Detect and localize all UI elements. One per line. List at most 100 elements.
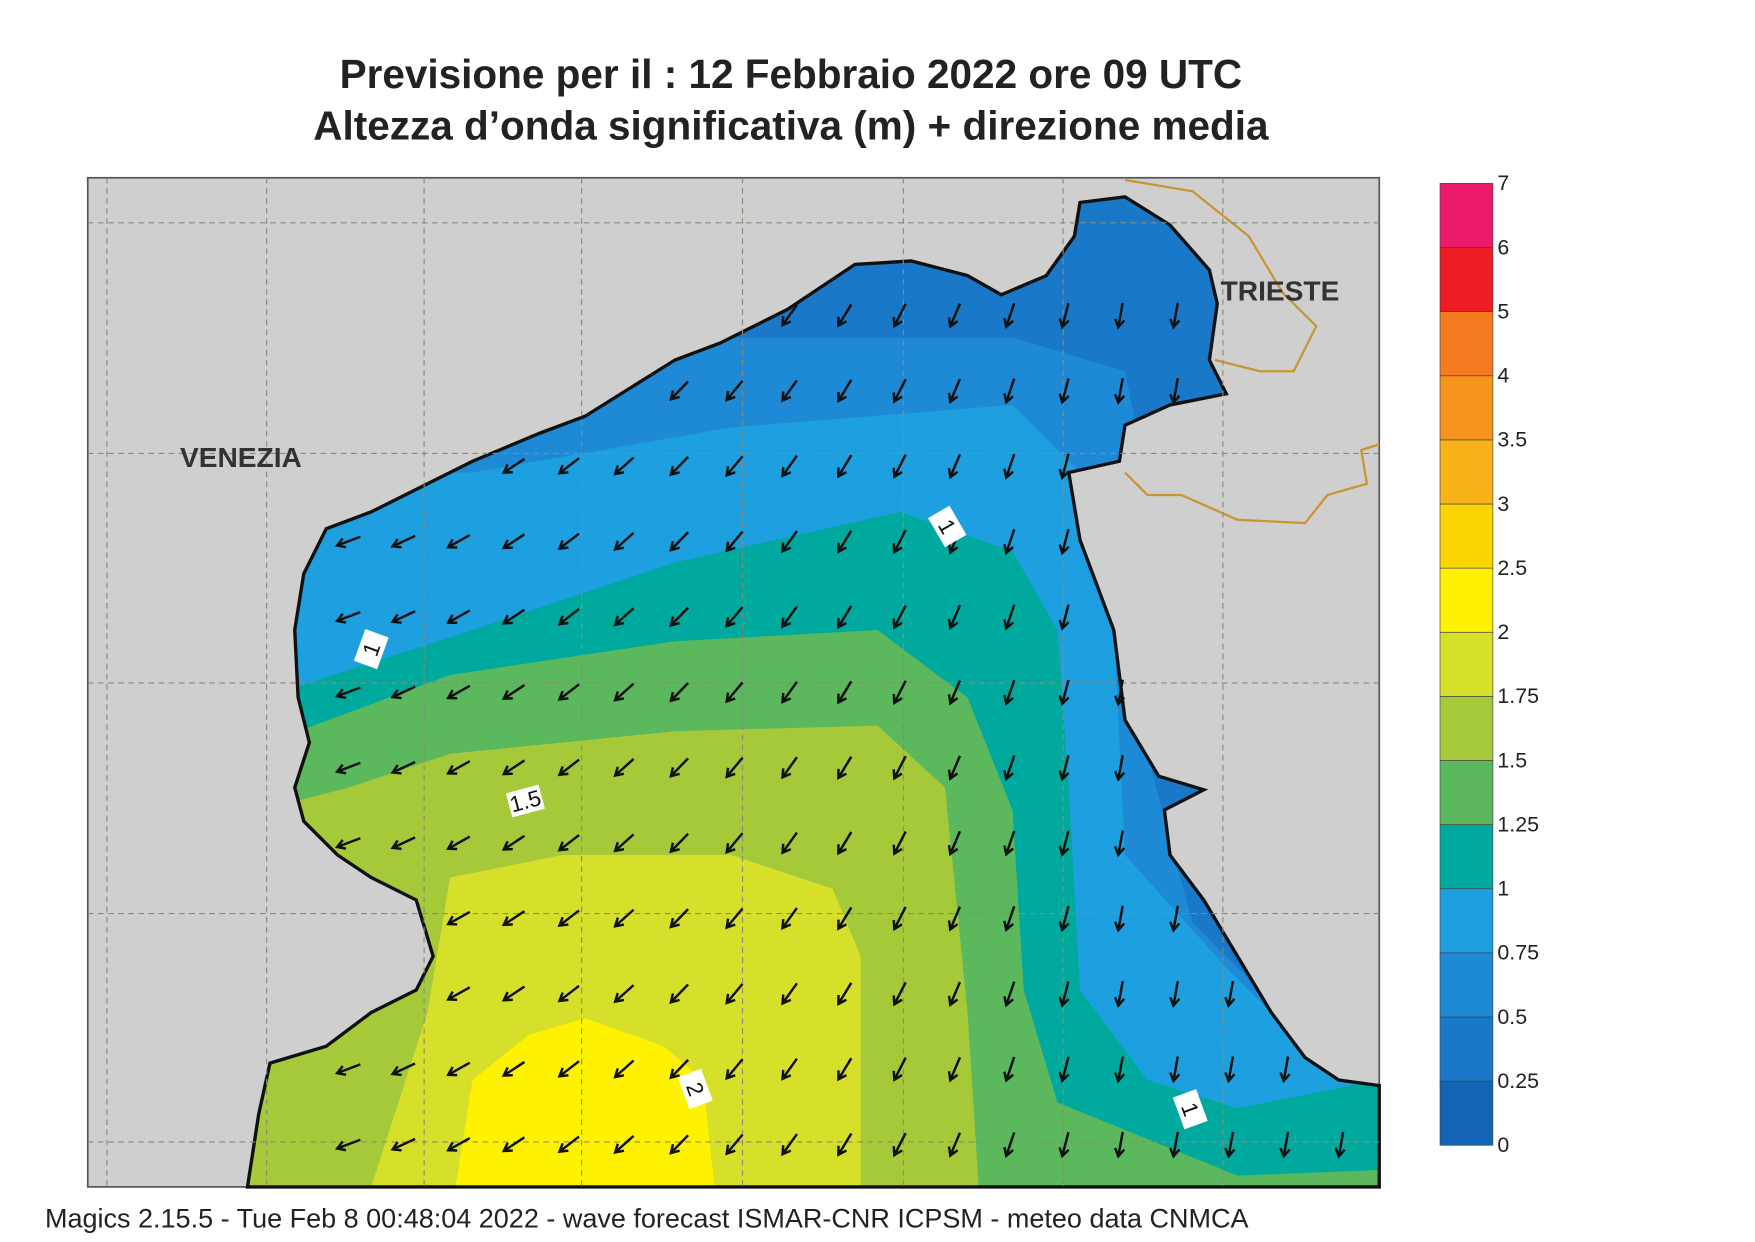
arrow (781, 454, 798, 478)
arrow (390, 610, 416, 624)
arrow (725, 907, 744, 930)
colorbar-segment (1439, 183, 1494, 248)
arrow (669, 380, 689, 402)
arrow (947, 1132, 962, 1158)
arrow (613, 607, 635, 627)
arrow (446, 609, 471, 625)
colorbar-tick-label: 4 (1497, 364, 1509, 388)
arrow (1169, 980, 1181, 1008)
arrow (501, 834, 526, 851)
contour-label: 1.5 (505, 784, 545, 818)
colorbar-tick-label: 1 (1497, 877, 1509, 901)
arrow (557, 909, 580, 928)
arrow (1003, 830, 1016, 857)
arrow (334, 610, 361, 624)
colorbar-segment (1439, 1080, 1494, 1146)
arrow (947, 604, 962, 631)
arrow (781, 379, 798, 403)
arrow (557, 683, 580, 701)
arrow (1058, 679, 1070, 707)
arrow (781, 605, 798, 629)
arrow (446, 986, 471, 1001)
arrow (613, 908, 635, 928)
arrow (334, 535, 361, 549)
arrow (947, 303, 962, 329)
arrow (837, 680, 853, 705)
arrow (613, 1059, 635, 1079)
arrow (334, 761, 361, 775)
arrow (501, 608, 526, 625)
arrow (390, 760, 416, 775)
arrow (669, 606, 689, 628)
arrow (725, 380, 744, 402)
label-box (1172, 1089, 1208, 1130)
arrow (837, 379, 853, 403)
arrow (669, 682, 689, 703)
arrow (1169, 1131, 1181, 1159)
colorbar: 0 0.25 0.5 0.75 1 1.25 1.5 1.75 2 2.5 3 3.5 4 5 6 7 (1439, 171, 1539, 1157)
arrow (1113, 980, 1126, 1008)
arrow (892, 680, 907, 706)
arrow (613, 984, 635, 1004)
arrow (1003, 302, 1016, 329)
arrow (501, 533, 526, 550)
arrow (501, 1136, 526, 1153)
arrow (781, 304, 798, 328)
arrow (947, 830, 962, 857)
contour-label: 2 (677, 1068, 713, 1110)
arrow (892, 906, 907, 932)
arrow (1224, 980, 1236, 1008)
arrow (1003, 529, 1016, 556)
arrow (725, 1058, 744, 1081)
arrow (892, 604, 907, 630)
border (1124, 178, 1380, 525)
colorbar-segment (1439, 631, 1494, 697)
arrow (390, 836, 416, 851)
label-box (677, 1068, 713, 1110)
city-label: TRIESTE (1221, 275, 1340, 306)
colorbar-segment (1439, 439, 1494, 505)
arrow (947, 679, 962, 706)
arrow (781, 681, 798, 704)
arrow (1169, 905, 1181, 933)
arrow (557, 834, 580, 852)
arrow (501, 457, 526, 474)
arrow (1113, 302, 1126, 330)
colorbar-segment (1439, 696, 1494, 761)
title-line2: Altezza d’onda significativa (m) + direz… (313, 103, 1269, 149)
title-line1: Previsione per il : 12 Febbraio 2022 ore… (340, 51, 1243, 97)
colorbar-segment (1439, 952, 1494, 1018)
arrow (947, 755, 962, 781)
colorbar-tick-label: 0.75 (1497, 941, 1539, 965)
arrow (669, 455, 689, 477)
arrow (725, 681, 744, 704)
arrow (1003, 755, 1016, 782)
arrow (669, 531, 689, 552)
arrow (1169, 1056, 1181, 1084)
arrow (557, 984, 580, 1003)
arrow (892, 303, 907, 329)
arrow (1279, 1131, 1291, 1159)
arrow (390, 1062, 416, 1077)
arrow (1058, 604, 1070, 631)
arrow (837, 1057, 853, 1082)
arrow (557, 1135, 580, 1154)
contour-label: 1 (353, 629, 389, 670)
arrow (1058, 754, 1070, 782)
arrow (1058, 981, 1070, 1008)
arrow (1058, 1056, 1070, 1084)
arrow (837, 454, 853, 479)
label-box (505, 784, 545, 818)
arrow (1003, 1056, 1016, 1083)
arrow (446, 1136, 471, 1152)
arrow (446, 835, 471, 851)
colorbar-tick-label: 3 (1497, 492, 1509, 516)
colorbar-tick-label: 7 (1497, 171, 1509, 195)
contour-labels: 1 1 1.5 2 1 (353, 505, 1208, 1130)
arrow (1113, 754, 1126, 782)
arrow (725, 756, 744, 779)
band (455, 1018, 715, 1187)
arrow (1058, 378, 1070, 405)
city-label: VENEZIA (180, 442, 302, 473)
